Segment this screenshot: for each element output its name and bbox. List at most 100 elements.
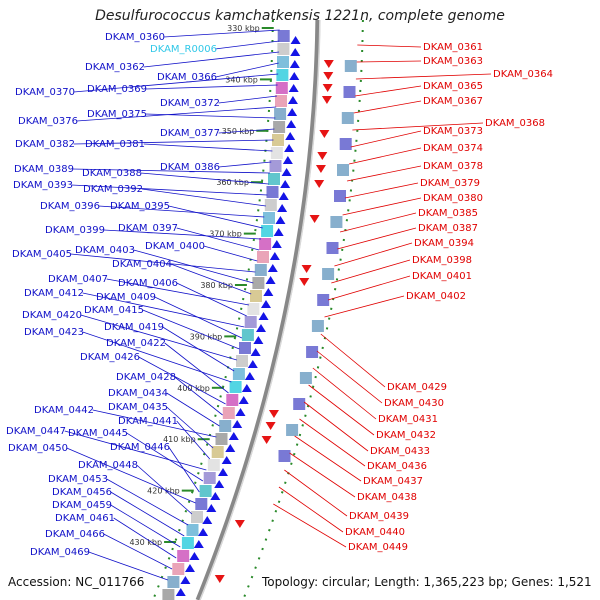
gene-label-left[interactable]: DKAM_0426 bbox=[80, 352, 140, 363]
feature-tile bbox=[181, 537, 194, 549]
gene-label-right[interactable]: DKAM_0429 bbox=[387, 382, 447, 393]
gene-label-left[interactable]: DKAM_0400 bbox=[145, 241, 205, 252]
gene-label-left[interactable]: DKAM_0459 bbox=[52, 500, 112, 511]
gene-label-left[interactable]: DKAM_0469 bbox=[30, 547, 90, 558]
left-leader-line bbox=[162, 326, 235, 372]
right-leader-line bbox=[357, 44, 422, 48]
left-leader-line bbox=[106, 478, 189, 526]
gene-label-right[interactable]: DKAM_0394 bbox=[414, 238, 474, 249]
gene-label-left[interactable]: DKAM_0422 bbox=[106, 338, 166, 349]
gene-label-left[interactable]: DKAM_0388 bbox=[82, 168, 142, 179]
topology-value: circular bbox=[321, 575, 367, 589]
gene-label-left[interactable]: DKAM_R0006 bbox=[150, 44, 217, 55]
gene-label-left[interactable]: DKAM_0415 bbox=[84, 305, 144, 316]
gene-label-left[interactable]: DKAM_0448 bbox=[78, 460, 138, 471]
feature-tile-outer bbox=[341, 112, 354, 124]
gene-label-left[interactable]: DKAM_0412 bbox=[24, 288, 84, 299]
gene-label-right[interactable]: DKAM_0378 bbox=[423, 161, 483, 172]
gene-label-right[interactable]: DKAM_0430 bbox=[384, 398, 444, 409]
gene-label-left[interactable]: DKAM_0404 bbox=[112, 259, 172, 270]
gene-label-right[interactable]: DKAM_0387 bbox=[418, 223, 478, 234]
gene-label-left[interactable]: DKAM_0419 bbox=[104, 322, 164, 333]
right-leader-line bbox=[327, 275, 411, 301]
feature-tile bbox=[275, 95, 287, 107]
feature-tile bbox=[191, 511, 203, 523]
right-leader-line bbox=[324, 295, 405, 318]
gene-label-left[interactable]: DKAM_0420 bbox=[22, 310, 82, 321]
gene-label-left[interactable]: DKAM_0362 bbox=[85, 62, 145, 73]
accession-value[interactable]: NC_011766 bbox=[75, 575, 145, 589]
gene-label-left[interactable]: DKAM_0423 bbox=[24, 327, 84, 338]
gene-label-right[interactable]: DKAM_0379 bbox=[420, 178, 480, 189]
gene-label-left[interactable]: DKAM_0447 bbox=[6, 426, 66, 437]
left-leader-line bbox=[136, 464, 193, 515]
gene-label-left[interactable]: DKAM_0441 bbox=[118, 416, 178, 427]
gene-label-left[interactable]: DKAM_0369 bbox=[87, 84, 147, 95]
gene-label-left[interactable]: DKAM_0377 bbox=[160, 128, 220, 139]
gene-label-right[interactable]: DKAM_0437 bbox=[363, 476, 423, 487]
gene-label-left[interactable]: DKAM_0461 bbox=[55, 513, 115, 524]
gene-label-right[interactable]: DKAM_0431 bbox=[378, 414, 438, 425]
left-leader-line bbox=[126, 432, 204, 482]
gene-label-right[interactable]: DKAM_0365 bbox=[423, 81, 483, 92]
gene-label-right[interactable]: DKAM_0398 bbox=[412, 255, 472, 266]
gene-label-right[interactable]: DKAM_0402 bbox=[406, 291, 466, 302]
forward-gene-arrow bbox=[287, 96, 298, 104]
gene-label-left[interactable]: DKAM_0409 bbox=[96, 292, 156, 303]
gene-label-right[interactable]: DKAM_0361 bbox=[423, 42, 483, 53]
gene-label-left[interactable]: DKAM_0403 bbox=[75, 245, 135, 256]
gene-label-left[interactable]: DKAM_0407 bbox=[48, 274, 108, 285]
gene-label-left[interactable]: DKAM_0453 bbox=[48, 474, 108, 485]
gene-label-right[interactable]: DKAM_0364 bbox=[493, 69, 553, 80]
gene-label-left[interactable]: DKAM_0393 bbox=[13, 180, 73, 191]
gene-label-left[interactable]: DKAM_0442 bbox=[34, 405, 94, 416]
gene-label-left[interactable]: DKAM_0446 bbox=[110, 442, 170, 453]
gene-label-left[interactable]: DKAM_0360 bbox=[105, 32, 165, 43]
gene-label-left[interactable]: DKAM_0376 bbox=[18, 116, 78, 127]
gene-label-left[interactable]: DKAM_0396 bbox=[40, 201, 100, 212]
gene-label-left[interactable]: DKAM_0445 bbox=[68, 428, 128, 439]
gene-label-left[interactable]: DKAM_0389 bbox=[14, 164, 74, 175]
gene-label-left[interactable]: DKAM_0386 bbox=[160, 162, 220, 173]
gene-label-left[interactable]: DKAM_0405 bbox=[12, 249, 72, 260]
left-leader-line bbox=[218, 161, 272, 168]
left-leader-line bbox=[176, 227, 260, 251]
gene-label-left[interactable]: DKAM_0382 bbox=[15, 139, 75, 150]
gene-label-right[interactable]: DKAM_0436 bbox=[367, 461, 427, 472]
gene-label-left[interactable]: DKAM_0392 bbox=[83, 184, 143, 195]
gene-label-right[interactable]: DKAM_0374 bbox=[423, 143, 483, 154]
gene-label-right[interactable]: DKAM_0432 bbox=[376, 430, 436, 441]
feature-tile bbox=[270, 147, 283, 159]
gene-label-right[interactable]: DKAM_0367 bbox=[423, 96, 483, 107]
gene-label-right[interactable]: DKAM_0385 bbox=[418, 208, 478, 219]
gene-label-left[interactable]: DKAM_0434 bbox=[108, 388, 168, 399]
gene-label-right[interactable]: DKAM_0449 bbox=[348, 542, 408, 553]
gene-label-right[interactable]: DKAM_0433 bbox=[370, 446, 430, 457]
gene-label-left[interactable]: DKAM_0372 bbox=[160, 98, 220, 109]
gene-label-left[interactable]: DKAM_0381 bbox=[85, 139, 145, 150]
gene-label-left[interactable]: DKAM_0450 bbox=[8, 443, 68, 454]
gene-label-left[interactable]: DKAM_0395 bbox=[110, 201, 170, 212]
gene-label-left[interactable]: DKAM_0397 bbox=[118, 223, 178, 234]
gene-label-right[interactable]: DKAM_0368 bbox=[485, 118, 545, 129]
forward-gene-arrow bbox=[289, 60, 300, 68]
gene-label-left[interactable]: DKAM_0435 bbox=[108, 402, 168, 413]
gene-label-right[interactable]: DKAM_0401 bbox=[412, 271, 472, 282]
gene-label-left[interactable]: DKAM_0428 bbox=[116, 372, 176, 383]
gene-label-left[interactable]: DKAM_0375 bbox=[87, 109, 147, 120]
gene-label-right[interactable]: DKAM_0440 bbox=[345, 527, 405, 538]
gene-label-left[interactable]: DKAM_0366 bbox=[157, 72, 217, 83]
gene-label-right[interactable]: DKAM_0438 bbox=[357, 492, 417, 503]
gene-label-right[interactable]: DKAM_0380 bbox=[423, 193, 483, 204]
gene-label-left[interactable]: DKAM_0399 bbox=[45, 225, 105, 236]
gene-label-right[interactable]: DKAM_0373 bbox=[423, 126, 483, 137]
gene-label-left[interactable]: DKAM_0406 bbox=[118, 278, 178, 289]
feature-tile bbox=[177, 550, 190, 562]
gene-label-left[interactable]: DKAM_0466 bbox=[45, 529, 105, 540]
gene-label-right[interactable]: DKAM_0363 bbox=[423, 56, 483, 67]
gene-label-left[interactable]: DKAM_0456 bbox=[52, 487, 112, 498]
gene-label-left[interactable]: DKAM_0370 bbox=[15, 87, 75, 98]
gene-label-right[interactable]: DKAM_0439 bbox=[349, 511, 409, 522]
